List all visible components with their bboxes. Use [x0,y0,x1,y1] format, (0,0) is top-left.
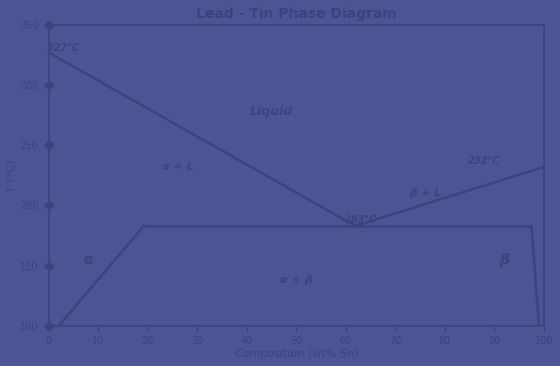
Text: α + β: α + β [280,275,312,285]
Y-axis label: T (°C): T (°C) [7,159,17,191]
Text: 327°C: 327°C [48,43,80,53]
Text: Liquid: Liquid [250,105,293,118]
Text: β + L: β + L [409,188,441,198]
Text: 183°C: 183°C [344,215,377,225]
Text: 232°C: 232°C [468,156,501,166]
X-axis label: Composition (wt% Sn): Composition (wt% Sn) [235,349,358,359]
Text: β: β [500,253,509,267]
Text: α: α [83,253,93,267]
Text: α + L: α + L [161,162,193,172]
Title: Lead - Tin Phase Diagram: Lead - Tin Phase Diagram [196,7,396,21]
